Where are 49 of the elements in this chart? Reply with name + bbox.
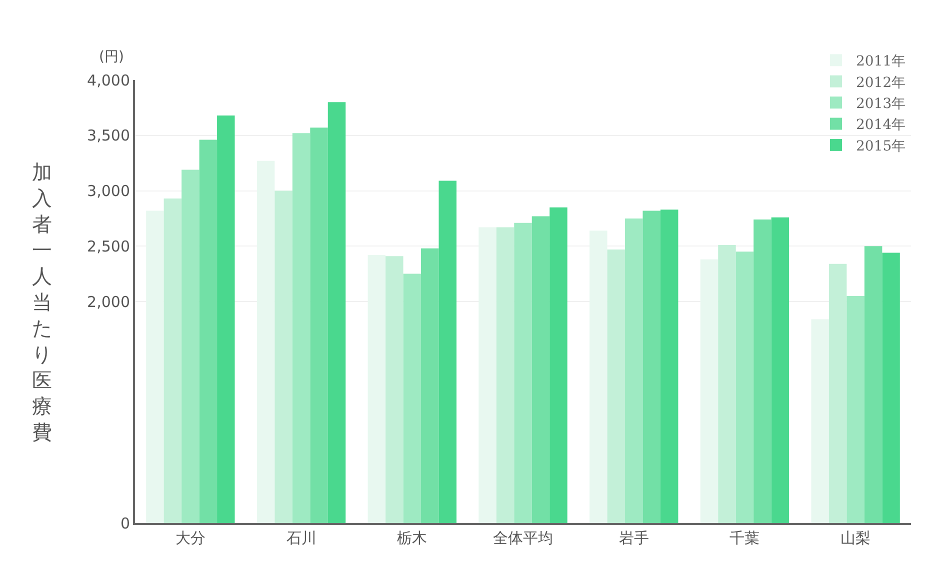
bar [771, 217, 790, 523]
bar [292, 133, 310, 523]
x-tick-label: 千葉 [730, 529, 760, 547]
bar [328, 102, 346, 523]
bar [624, 218, 643, 523]
bar [199, 140, 218, 523]
y-tick-label: 2,500 [87, 237, 130, 256]
bar [811, 319, 829, 523]
bar [182, 170, 200, 523]
bar [607, 249, 625, 523]
bar [421, 248, 439, 523]
x-tick-label: 栃木 [397, 529, 428, 547]
bar [164, 198, 182, 523]
x-tick-label: 大分 [175, 529, 206, 547]
bar [882, 252, 900, 523]
bar [274, 190, 292, 523]
legend-label: 2014年 [856, 117, 906, 134]
bar [846, 296, 864, 523]
x-tick-label: 山梨 [840, 529, 871, 547]
bar [403, 274, 422, 523]
y-tick-label: 0 [120, 514, 130, 532]
bar [828, 264, 847, 523]
bar [718, 245, 736, 523]
bar [642, 210, 660, 523]
bar [532, 216, 550, 523]
bar [660, 210, 678, 523]
y-tick-label: 2,000 [87, 292, 130, 311]
legend-label: 2012年 [856, 74, 906, 91]
legend-label: 2011年 [856, 54, 906, 70]
y-tick-label: 3,000 [87, 182, 130, 200]
bar [310, 128, 328, 523]
text: 加入者一人当たり医療費 [32, 160, 52, 444]
text: (円) [99, 49, 124, 65]
bar [754, 220, 772, 523]
bar [386, 256, 404, 523]
bar [864, 246, 882, 523]
x-tick-label: 岩手 [618, 529, 649, 547]
bar [496, 227, 514, 523]
bar [217, 115, 235, 523]
legend-label: 2013年 [856, 96, 906, 112]
x-tick-label: 全体平均 [493, 529, 553, 547]
legend-label: 2015年 [856, 138, 906, 154]
bar [736, 252, 754, 523]
bar [438, 180, 456, 523]
y-tick-label: 3,500 [87, 126, 130, 145]
y-tick-label: 4,000 [87, 71, 130, 90]
bar [550, 207, 568, 523]
bar [514, 222, 532, 523]
x-tick-label: 石川 [286, 529, 316, 547]
